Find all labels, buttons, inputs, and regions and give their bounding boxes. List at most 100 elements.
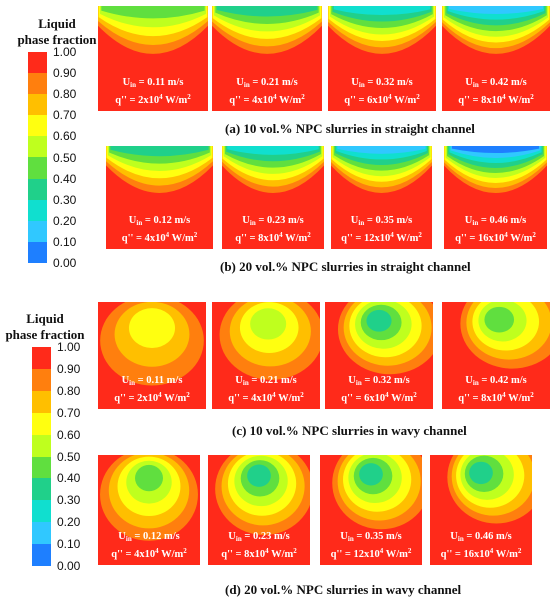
heat-flux-label: q'' = 8x104 W/m2 bbox=[442, 91, 550, 107]
colorbar-segment bbox=[28, 157, 47, 179]
phase-fraction-contour bbox=[442, 302, 550, 409]
colorbar-segment bbox=[28, 73, 47, 95]
colorbar-segment bbox=[32, 412, 51, 435]
velocity-symbol: U bbox=[465, 77, 473, 88]
colorbar-tick-label: 0.80 bbox=[57, 383, 81, 398]
contour-panel: Uin = 0.11 m/s q'' = 2x104 W/m2 bbox=[98, 302, 206, 409]
heat-flux-unit-exponent: 2 bbox=[183, 547, 187, 555]
heat-flux-base: 8x10 bbox=[258, 233, 280, 244]
colorbar-segment bbox=[28, 94, 47, 116]
heat-flux-base: 4x10 bbox=[134, 549, 156, 560]
legend-title-line1: Liquid bbox=[26, 311, 64, 326]
heat-flux-label: q'' = 16x104 W/m2 bbox=[430, 545, 532, 561]
velocity-symbol: U bbox=[118, 531, 126, 542]
heat-flux-unit-exponent: 2 bbox=[186, 391, 190, 399]
heat-flux-unit: W/m bbox=[169, 233, 194, 244]
heat-flux-unit: W/m bbox=[282, 233, 308, 244]
colorbar bbox=[28, 52, 47, 263]
velocity-subscript: in bbox=[129, 379, 136, 387]
heat-flux-base: 8x10 bbox=[481, 393, 503, 404]
phase-fraction-contour bbox=[106, 146, 213, 249]
panel-parameters: Uin = 0.46 m/s q'' = 16x104 W/m2 bbox=[444, 215, 547, 245]
panel-parameters: Uin = 0.42 m/s q'' = 8x104 W/m2 bbox=[442, 375, 550, 405]
velocity-subscript: in bbox=[249, 219, 256, 227]
heat-flux-exponent: 4 bbox=[165, 231, 170, 239]
heat-flux-base: 8x10 bbox=[244, 549, 266, 560]
colorbar-segment bbox=[28, 241, 47, 263]
velocity-value: 0.46 m/s bbox=[474, 531, 512, 542]
inlet-velocity-label: Uin = 0.35 m/s bbox=[320, 531, 422, 545]
velocity-subscript: in bbox=[235, 535, 242, 543]
velocity-subscript: in bbox=[358, 219, 365, 227]
heat-flux-base: 16x10 bbox=[478, 233, 505, 244]
heat-flux-unit: W/m bbox=[161, 393, 187, 404]
heat-flux-symbol: q'' = bbox=[458, 95, 482, 106]
colorbar-segment bbox=[28, 220, 47, 242]
phase-fraction-contour bbox=[98, 6, 208, 111]
heat-flux-unit: W/m bbox=[388, 393, 414, 404]
equals-sign: = bbox=[142, 215, 154, 226]
heat-flux-symbol: q'' = bbox=[228, 393, 252, 404]
velocity-subscript: in bbox=[125, 535, 132, 543]
heat-flux-base: 4x10 bbox=[251, 393, 273, 404]
inlet-velocity-label: Uin = 0.11 m/s bbox=[98, 77, 208, 91]
heat-flux-label: q'' = 2x104 W/m2 bbox=[98, 91, 208, 107]
velocity-value: 0.32 m/s bbox=[375, 77, 413, 88]
panel-parameters: Uin = 0.46 m/s q'' = 16x104 W/m2 bbox=[430, 531, 532, 561]
velocity-subscript: in bbox=[472, 81, 479, 89]
colorbar-tick-label: 0.60 bbox=[53, 129, 77, 144]
panel-parameters: Uin = 0.23 m/s q'' = 8x104 W/m2 bbox=[222, 215, 324, 245]
heat-flux-exponent: 4 bbox=[265, 547, 269, 555]
inlet-velocity-label: Uin = 0.11 m/s bbox=[98, 375, 206, 389]
contour-panel: Uin = 0.32 m/s q'' = 6x104 W/m2 bbox=[328, 6, 436, 111]
heat-flux-base: 8x10 bbox=[481, 95, 503, 106]
heat-flux-symbol: q'' = bbox=[221, 549, 245, 560]
heat-flux-unit: W/m bbox=[393, 233, 419, 244]
panel-parameters: Uin = 0.32 m/s q'' = 6x104 W/m2 bbox=[328, 77, 436, 107]
phase-fraction-contour bbox=[98, 455, 200, 565]
inlet-velocity-label: Uin = 0.42 m/s bbox=[442, 77, 550, 91]
heat-flux-exponent: 4 bbox=[379, 547, 384, 555]
colorbar-segment bbox=[32, 456, 51, 479]
heat-flux-symbol: q'' = bbox=[458, 393, 482, 404]
velocity-value: 0.23 m/s bbox=[252, 531, 290, 542]
velocity-subscript: in bbox=[472, 379, 479, 387]
velocity-value: 0.42 m/s bbox=[489, 375, 527, 386]
heat-flux-unit-exponent: 2 bbox=[530, 93, 534, 101]
velocity-symbol: U bbox=[464, 215, 473, 226]
heat-flux-unit-exponent: 2 bbox=[517, 547, 522, 555]
panel-parameters: Uin = 0.35 m/s q'' = 12x104 W/m2 bbox=[331, 215, 432, 245]
heat-flux-symbol: q'' = bbox=[455, 233, 479, 244]
colorbar-tick-label: 0.10 bbox=[57, 537, 81, 552]
heat-flux-base: 12x10 bbox=[364, 233, 391, 244]
velocity-value: 0.21 m/s bbox=[259, 375, 297, 386]
heat-flux-unit-exponent: 2 bbox=[301, 93, 305, 101]
heat-flux-label: q'' = 12x104 W/m2 bbox=[331, 229, 432, 245]
heat-flux-exponent: 4 bbox=[273, 93, 277, 101]
colorbar-segment bbox=[32, 347, 51, 369]
heat-flux-label: q'' = 8x104 W/m2 bbox=[222, 229, 324, 245]
heat-flux-base: 2x10 bbox=[137, 393, 159, 404]
colorbar-segment bbox=[32, 478, 51, 501]
panel-parameters: Uin = 0.32 m/s q'' = 6x104 W/m2 bbox=[325, 375, 433, 405]
colorbar-segment bbox=[28, 52, 47, 74]
inlet-velocity-label: Uin = 0.21 m/s bbox=[212, 77, 322, 91]
heat-flux-unit-exponent: 2 bbox=[307, 231, 311, 239]
colorbar-tick-label: 0.40 bbox=[53, 171, 77, 186]
equals-sign: = bbox=[255, 215, 267, 226]
contour-panel: Uin = 0.35 m/s q'' = 12x104 W/m2 bbox=[331, 146, 432, 249]
heat-flux-symbol: q'' = bbox=[344, 95, 368, 106]
heat-flux-unit: W/m bbox=[162, 95, 188, 106]
panel-parameters: Uin = 0.21 m/s q'' = 4x104 W/m2 bbox=[212, 77, 322, 107]
phase-fraction-contour bbox=[222, 146, 324, 249]
heat-flux-exponent: 4 bbox=[388, 93, 392, 101]
colorbar-tick-label: 0.30 bbox=[57, 493, 81, 508]
heat-flux-unit: W/m bbox=[268, 549, 294, 560]
equals-sign: = bbox=[463, 531, 475, 542]
phase-fraction-contour bbox=[328, 6, 436, 111]
heat-flux-unit: W/m bbox=[383, 549, 408, 560]
heat-flux-unit: W/m bbox=[507, 233, 533, 244]
inlet-velocity-label: Uin = 0.21 m/s bbox=[212, 375, 320, 389]
velocity-symbol: U bbox=[235, 375, 243, 386]
